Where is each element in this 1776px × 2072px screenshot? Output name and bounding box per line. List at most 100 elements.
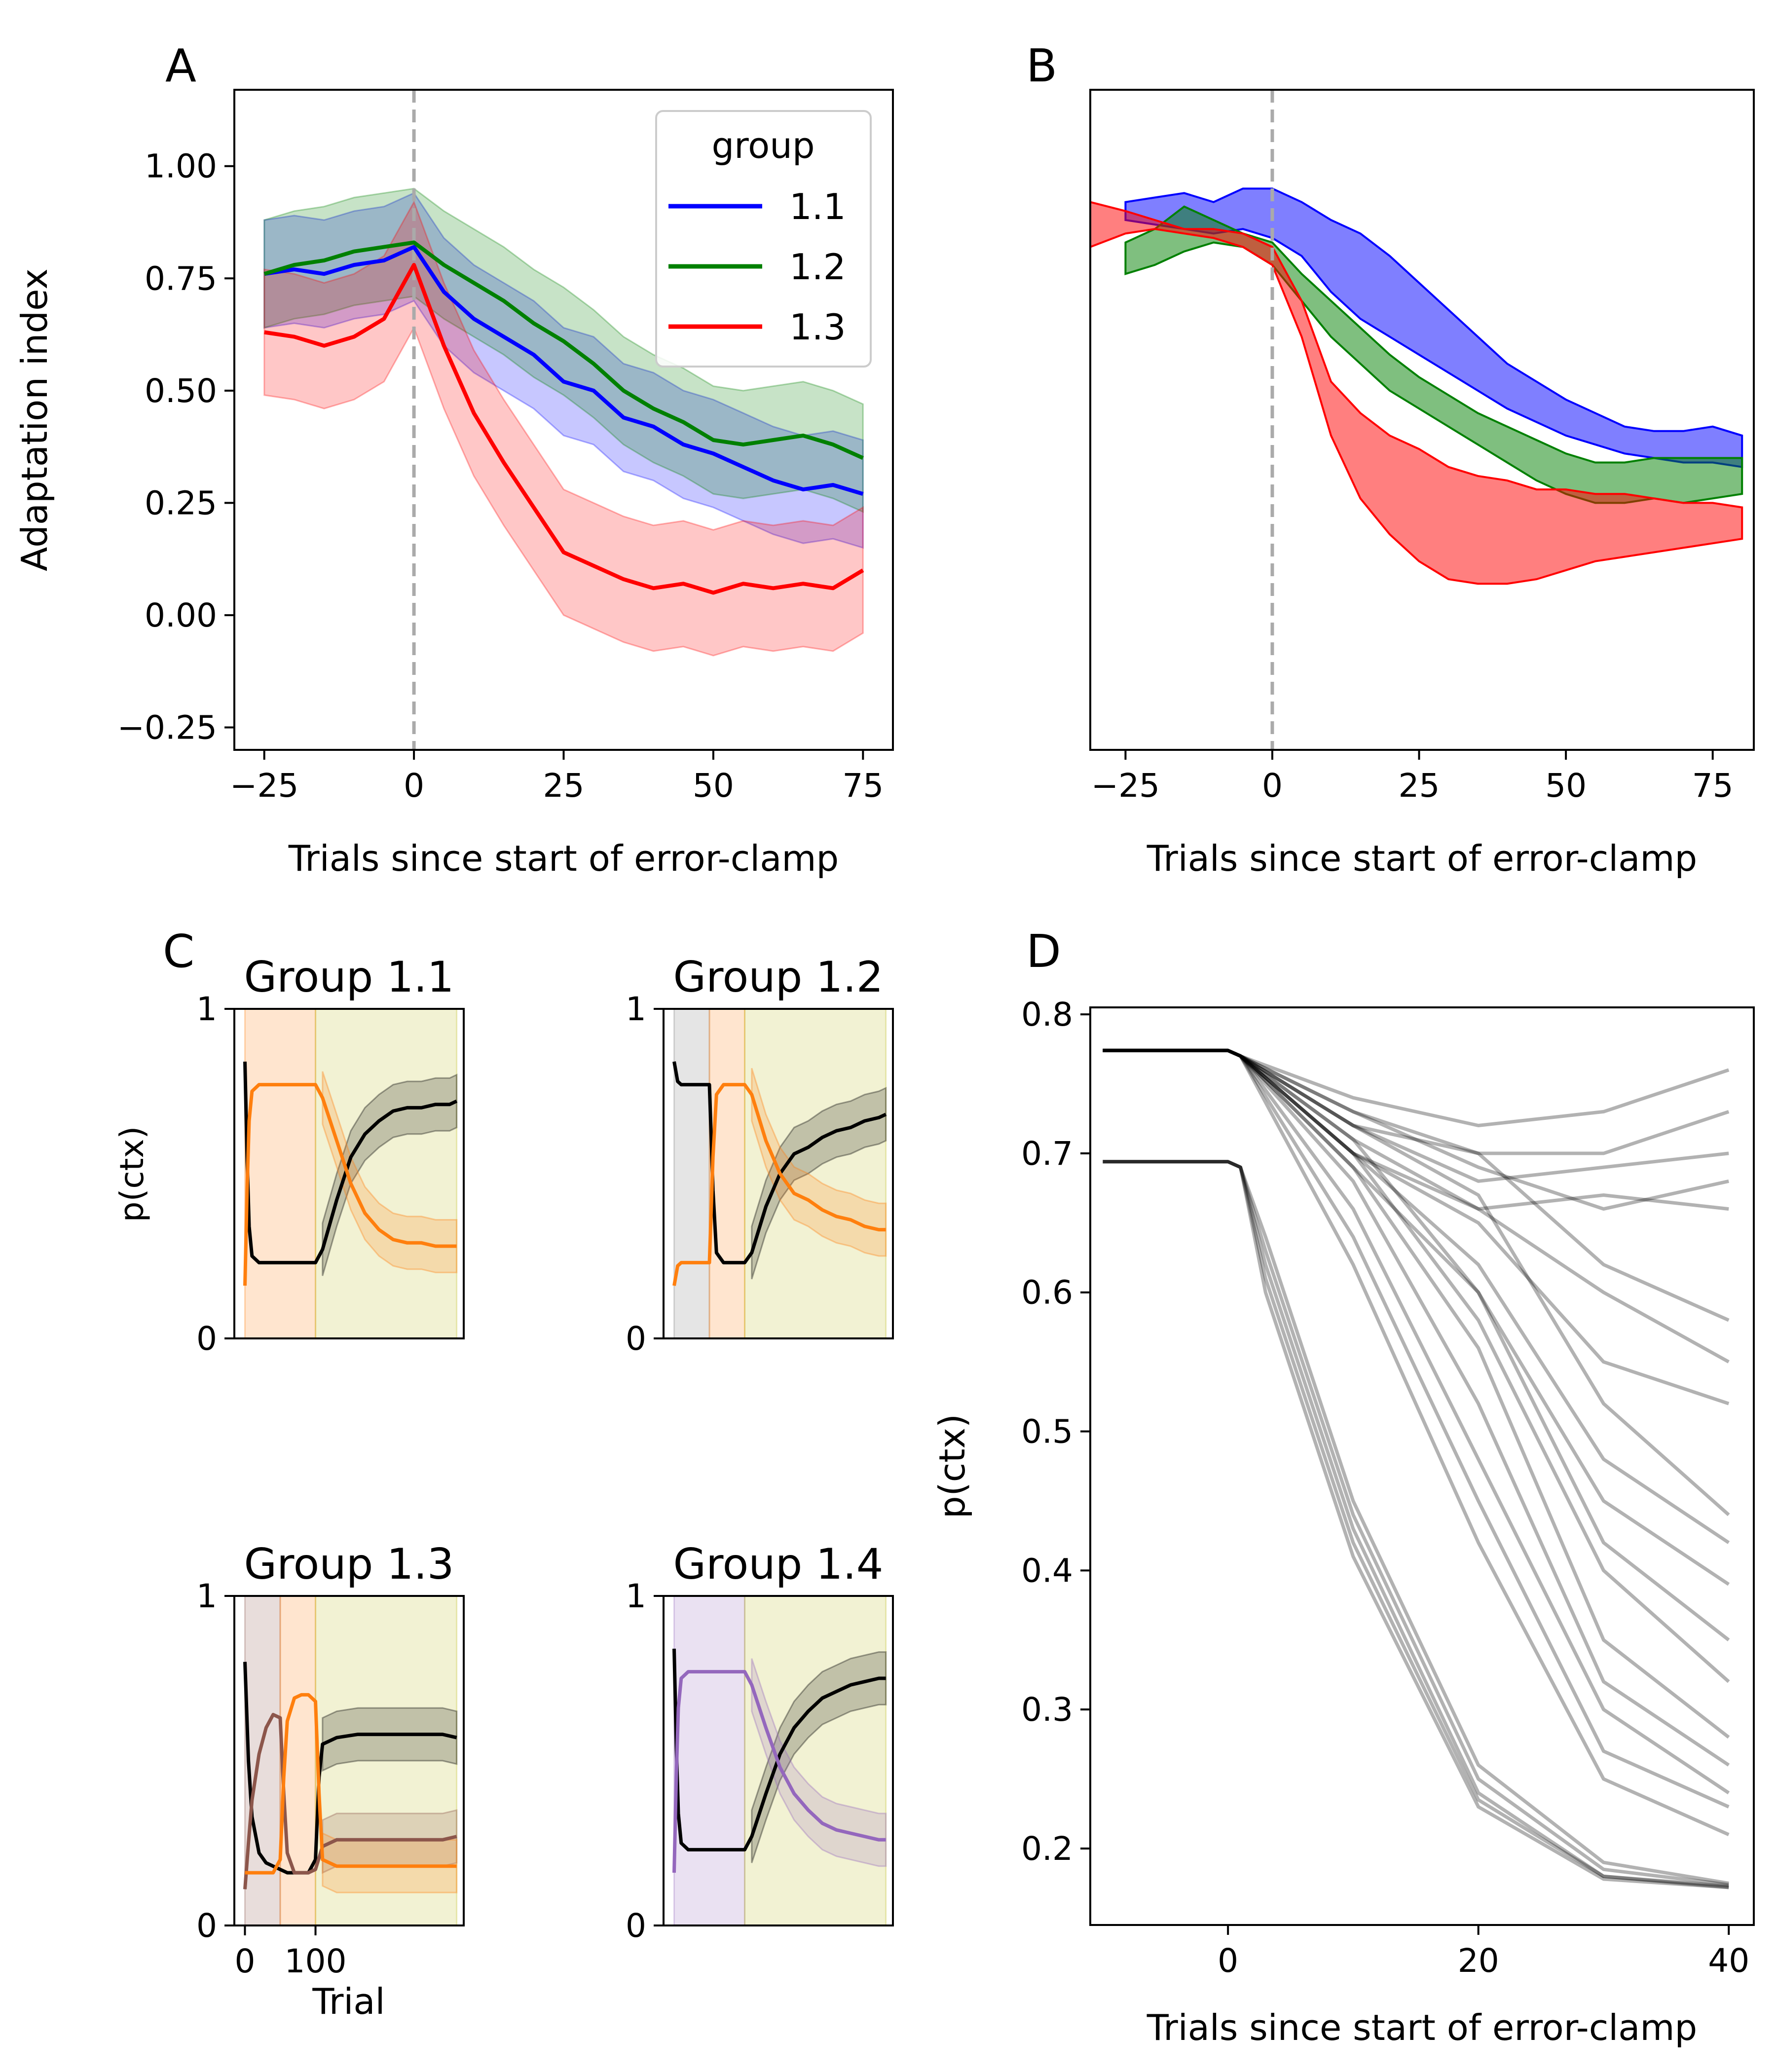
y-tick-label: 0.2 bbox=[1021, 1830, 1073, 1868]
y-tick-label: −0.25 bbox=[117, 708, 217, 746]
phase-region bbox=[744, 1008, 887, 1339]
x-tick-label: 100 bbox=[285, 1942, 347, 1980]
y-tick-label: 0.4 bbox=[1021, 1552, 1073, 1590]
panel-letter-a: A bbox=[165, 39, 196, 92]
x-tick-label: 0 bbox=[1262, 767, 1283, 805]
x-tick-label: 0 bbox=[404, 767, 424, 805]
panel-a: −25 0 25 50 75 −0.25 0.00 0.25 0.50 0.75 1.00 Trial… bbox=[14, 89, 894, 879]
subplot-frame bbox=[233, 1008, 465, 1339]
trajectory-line bbox=[1103, 1048, 1730, 1517]
series-line bbox=[672, 1670, 886, 1873]
subplot-4: 0 1 Group 1.4 bbox=[626, 1540, 894, 1945]
legend-box bbox=[655, 110, 872, 368]
y-tick-label: 1 bbox=[626, 1577, 646, 1615]
x-tick-label: 25 bbox=[1399, 767, 1440, 805]
series-band bbox=[322, 1073, 458, 1276]
series-line-1.3 bbox=[264, 263, 864, 595]
y-tick-label: 0.00 bbox=[145, 596, 217, 634]
series-line-1.1 bbox=[264, 245, 864, 496]
x-tick-label: 50 bbox=[693, 767, 734, 805]
trajectory-line bbox=[1103, 1048, 1730, 1127]
y-tick-label: 1 bbox=[196, 990, 217, 1028]
y-tick-label: 1 bbox=[196, 1577, 217, 1615]
phase-region bbox=[708, 1008, 746, 1339]
legend-entry-1.1: 1.1 bbox=[789, 186, 846, 227]
y-axis-label: Adaptation index bbox=[14, 268, 55, 571]
series-band bbox=[322, 1707, 458, 1772]
y-tick-label: 0 bbox=[196, 1907, 217, 1945]
x-tick-label: 0 bbox=[234, 1942, 255, 1980]
trajectory-line bbox=[1103, 1048, 1730, 1739]
series-line-1.2 bbox=[263, 240, 864, 460]
subplot-title: Group 1.2 bbox=[673, 953, 884, 1002]
trajectory-line bbox=[1103, 1048, 1729, 1183]
trajectory-line bbox=[1103, 1048, 1730, 1809]
y-tick-label: 0.5 bbox=[1021, 1413, 1073, 1451]
series-line bbox=[243, 1061, 458, 1264]
y-tick-label: 0 bbox=[626, 1907, 646, 1945]
x-axis-label: Trials since start of error-clamp bbox=[1147, 2007, 1698, 2048]
subplot-3: 0 1 0 100 Group 1.3 bbox=[196, 1540, 465, 1980]
series-band bbox=[751, 1651, 887, 1863]
phase-region bbox=[744, 1595, 887, 1926]
trajectory-line bbox=[1103, 1160, 1729, 1885]
trajectory-line bbox=[1103, 1048, 1730, 1155]
y-tick-label: 0.7 bbox=[1021, 1135, 1073, 1173]
panel-d: 0 20 40 0.2 0.3 0.4 0.5 0.6 0.7 0.8 Trials since s… bbox=[931, 996, 1755, 2048]
series-band bbox=[322, 1832, 458, 1893]
x-tick-label: 75 bbox=[842, 767, 884, 805]
trajectory-line bbox=[1103, 1048, 1730, 1406]
x-tick-label: 25 bbox=[543, 767, 585, 805]
y-tick-label: 0.8 bbox=[1021, 996, 1073, 1034]
series-line bbox=[672, 1083, 886, 1286]
x-tick-label: −25 bbox=[1091, 767, 1160, 805]
trajectory-line bbox=[1103, 1160, 1729, 1889]
phase-region bbox=[673, 1008, 710, 1339]
y-tick-label: 1.00 bbox=[145, 148, 217, 185]
x-tick-label: −25 bbox=[230, 767, 298, 805]
x-axis-label: Trials since start of error-clamp bbox=[288, 838, 839, 879]
series-line bbox=[243, 1713, 457, 1889]
panel-letters: A B C D bbox=[163, 39, 1061, 978]
series-line bbox=[243, 1083, 457, 1286]
legend: group 1.1 1.2 1.3 bbox=[655, 110, 872, 368]
x-tick-label: 20 bbox=[1458, 1942, 1499, 1980]
y-tick-label: 0.6 bbox=[1021, 1274, 1073, 1312]
series-band-2 bbox=[1089, 201, 1743, 585]
plot-frame bbox=[1089, 1006, 1755, 1926]
legend-entry-1.3: 1.3 bbox=[789, 306, 846, 348]
trajectory-line bbox=[1103, 1160, 1729, 1888]
y-tick-label: 0.3 bbox=[1021, 1691, 1073, 1729]
subplot-frame bbox=[663, 1008, 894, 1339]
y-tick-label: 0.50 bbox=[145, 372, 217, 410]
trajectory-line bbox=[1103, 1160, 1729, 1889]
series-line bbox=[672, 1648, 886, 1851]
trajectory-line bbox=[1103, 1048, 1730, 1795]
y-axis-label: p(ctx) bbox=[931, 1414, 973, 1518]
panel-letter-b: B bbox=[1026, 39, 1057, 92]
x-axis-label: Trials since start of error-clamp bbox=[1147, 838, 1698, 879]
legend-title: group bbox=[711, 125, 814, 166]
series-band-1 bbox=[1124, 205, 1743, 504]
trajectory-line bbox=[1103, 1048, 1730, 1364]
plot-frame bbox=[1089, 89, 1755, 751]
series-band bbox=[322, 1071, 458, 1273]
x-tick-label: 50 bbox=[1545, 767, 1587, 805]
subplot-frame bbox=[233, 1595, 465, 1926]
panel-b: −25 0 25 50 75 Trials since start of error-cl… bbox=[1089, 89, 1755, 879]
subplot-title: Group 1.1 bbox=[244, 953, 454, 1002]
y-tick-label: 0 bbox=[196, 1320, 217, 1358]
trajectory-line bbox=[1103, 1048, 1730, 1836]
x-axis-label: Trial bbox=[312, 1981, 385, 2022]
series-band bbox=[751, 1658, 887, 1867]
trajectory-line bbox=[1103, 1048, 1730, 1683]
x-tick-label: 0 bbox=[1218, 1942, 1238, 1980]
trajectory-line bbox=[1103, 1048, 1729, 1211]
trajectory-line bbox=[1103, 1048, 1730, 1322]
trajectory-line bbox=[1103, 1048, 1729, 1211]
series-band bbox=[751, 1068, 887, 1257]
y-tick-label: 1 bbox=[626, 990, 646, 1028]
x-tick-label: 75 bbox=[1692, 767, 1734, 805]
